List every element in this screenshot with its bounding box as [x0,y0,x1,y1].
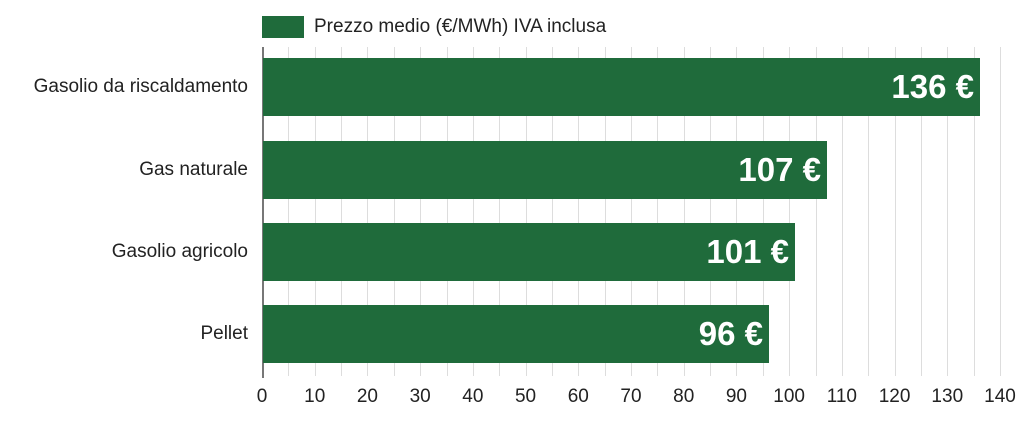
x-tick-label: 100 [773,386,805,407]
x-tick-label: 130 [931,386,964,407]
x-tick-label: 30 [409,386,431,407]
gridline [842,47,843,376]
gridline [657,47,658,376]
gridline [763,47,764,376]
x-tick-label: 90 [725,386,747,407]
x-tick-label: 140 [984,386,1016,407]
plot-area: 136 € 107 € 101 € 96 € [262,47,1001,378]
bar-value-label: 101 € [706,233,789,270]
x-tick-label: 40 [462,386,484,407]
gridline [578,47,579,376]
gridline [789,47,790,376]
gridline [473,47,474,376]
bar: 96 € [263,305,769,363]
bar-value-label: 136 € [891,68,974,105]
x-tick-label: 10 [304,386,326,407]
bar: 101 € [263,223,795,281]
legend-label: Prezzo medio (€/MWh) IVA inclusa [314,16,607,37]
bar: 136 € [263,58,980,116]
gridline [315,47,316,376]
gridline [868,47,869,376]
category-label: Gas naturale [139,159,248,180]
gridline [895,47,896,376]
gridline [552,47,553,376]
x-tick-label: 20 [356,386,378,407]
x-tick-label: 50 [514,386,537,407]
gridline [394,47,395,376]
gridline [816,47,817,376]
gridline [974,47,975,376]
y-axis-line [262,47,264,378]
category-label: Gasolio agricolo [111,241,248,262]
x-tick-label: 0 [256,386,268,407]
gridline [499,47,500,376]
gridline [367,47,368,376]
gridline [341,47,342,376]
gridline [605,47,606,376]
category-label: Pellet [200,323,248,344]
gridline [1000,47,1001,376]
gridline [921,47,922,376]
bar-value-label: 107 € [738,151,821,188]
gridline [420,47,421,376]
legend-swatch [262,16,304,38]
x-tick-label: 60 [567,386,589,407]
gridline [631,47,632,376]
x-tick-label: 70 [620,386,642,407]
gridline [526,47,527,376]
x-tick-label: 80 [673,386,695,407]
gridline [684,47,685,376]
gridline [710,47,711,376]
x-tick-label: 120 [878,386,911,407]
gridline [288,47,289,376]
gridline [736,47,737,376]
category-label: Gasolio da riscaldamento [33,76,248,97]
gridline [947,47,948,376]
bar-value-label: 96 € [698,315,763,352]
x-tick-label: 110 [826,386,857,407]
chart-legend: Prezzo medio (€/MWh) IVA inclusa [262,15,606,39]
gridline [447,47,448,376]
bar: 107 € [263,141,827,199]
